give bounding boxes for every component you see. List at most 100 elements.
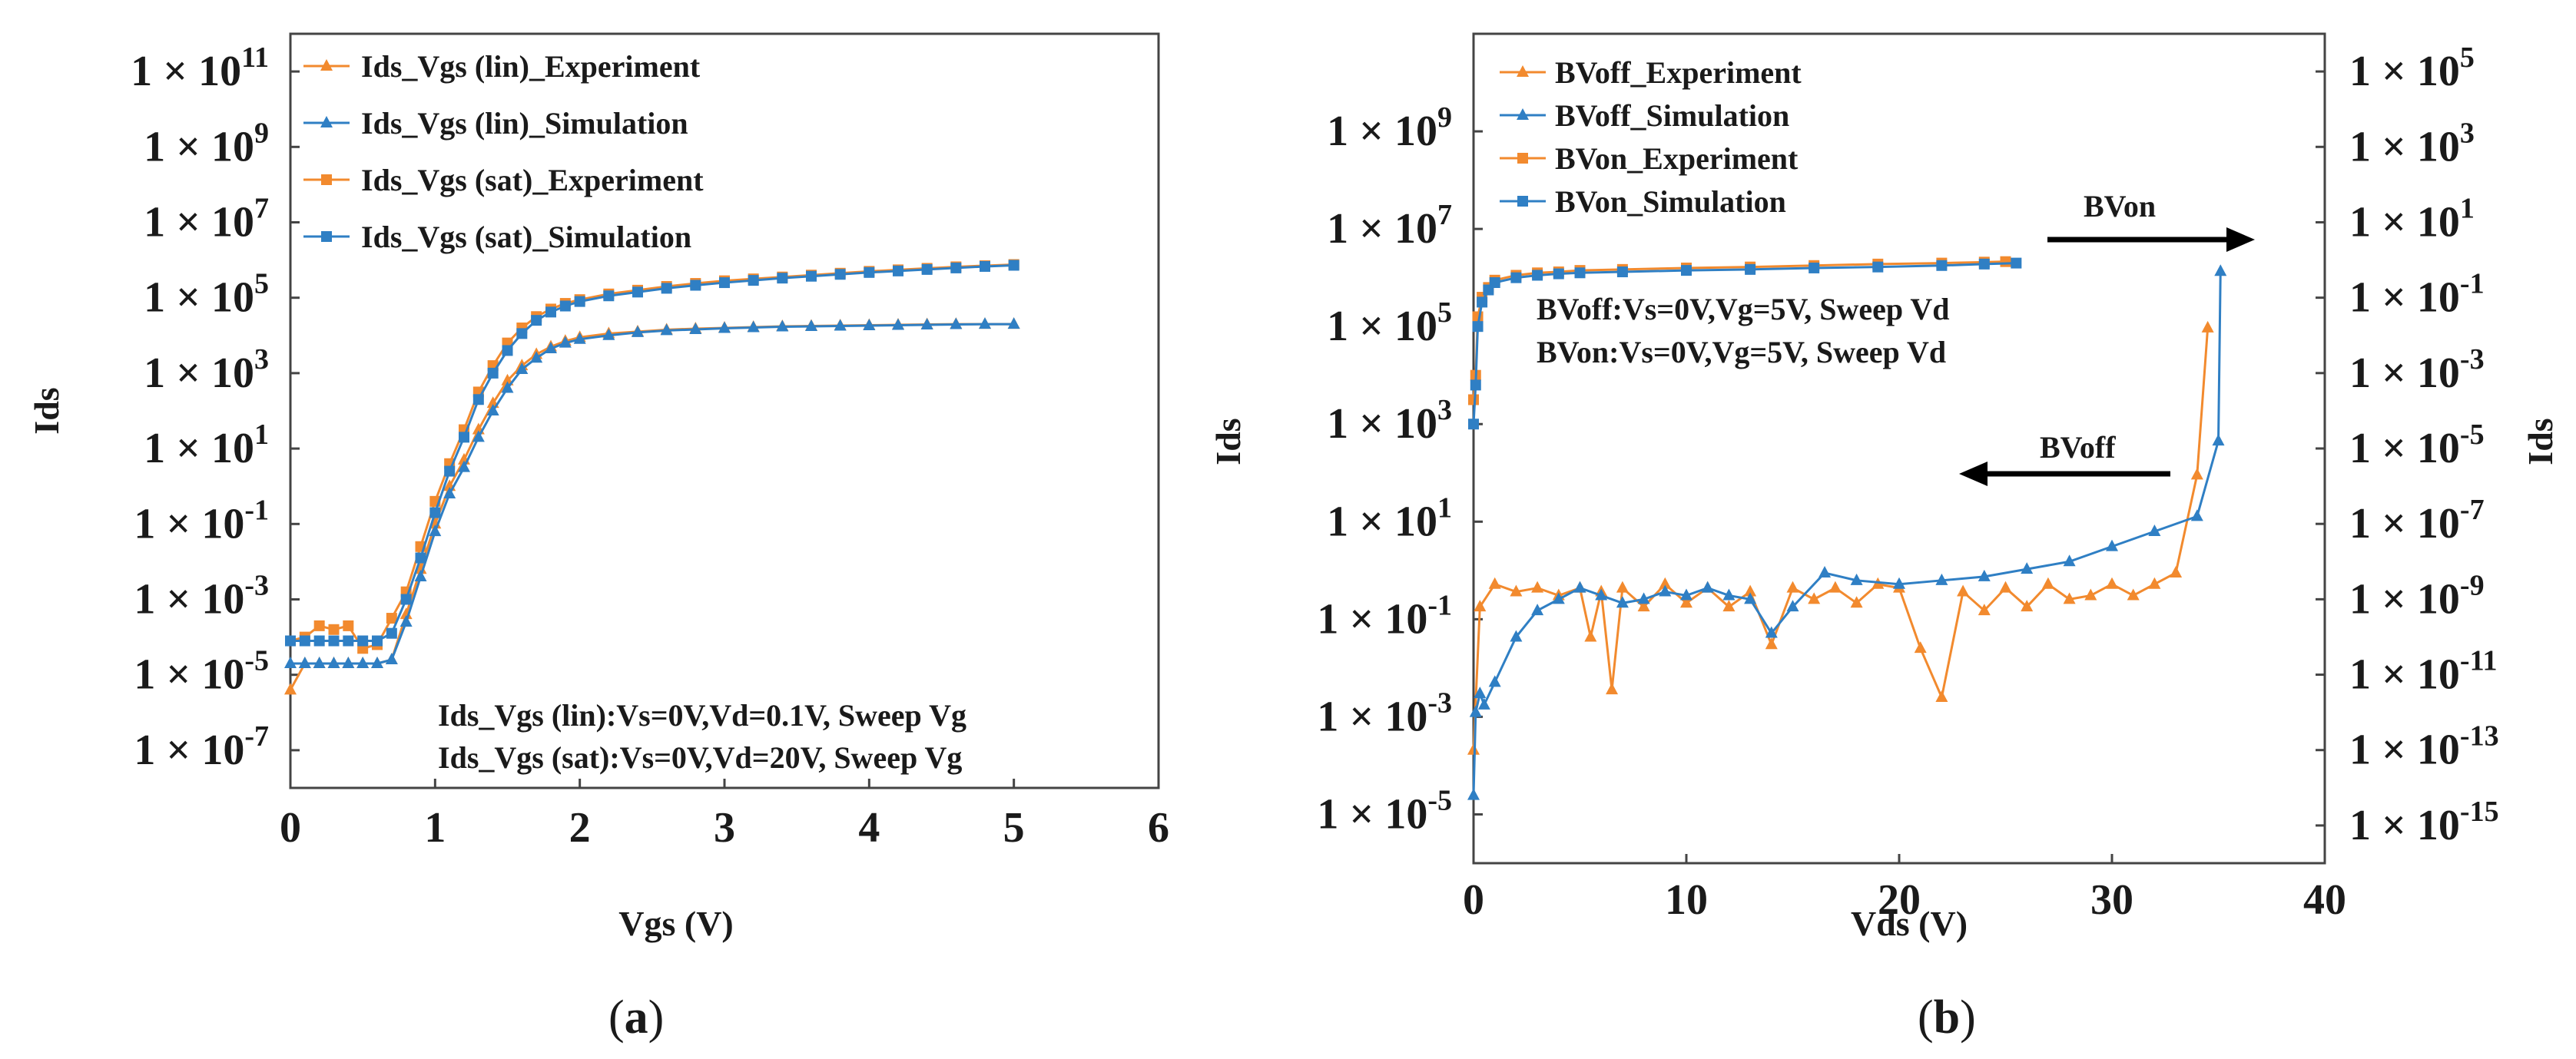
panel-b-data-point [2170,566,2183,577]
panel-a-y-tick-label: 1 × 10-5 [134,645,269,699]
panel-a-data-point [893,265,903,276]
panel-b-data-point [1850,573,1863,585]
panel-a-legend-label-2: Ids_Vgs (lin)_Simulation [361,106,688,141]
panel-a-legend-swatch-4-marker [321,231,332,242]
bvon-arrow-label: BVon [2084,189,2156,223]
panel-b-legend-swatch-4-marker [1517,196,1528,207]
panel-a-ticks: 0 1 2 3 4 5 6 1 × 1011 1 × 109 1 × 107 1 × 105 1 × … [131,41,1169,852]
panel-a-data-point [385,653,398,665]
panel-b-data-point [1470,379,1481,391]
panel-a-data-point [559,336,572,348]
panel-b-y-tick-label: 1 × 103 [1327,394,1452,448]
panel-a-y-tick-label: 1 × 103 [144,343,269,397]
panel-a-data-point [386,613,397,624]
panel-b-data-point [1935,573,1948,585]
panel-b-y2-tick-label: 1 × 10-5 [2349,419,2485,472]
panel-b-annotation-2: BVon:Vs=0V,Vg=5V, Sweep Vd [1537,335,1946,369]
panel-a-data-point [689,322,702,334]
panel-b-legend: BVoff_Experiment BVoff_Simulation BVon_Exp… [1500,55,1802,219]
panel-a-data-point [343,635,354,647]
panel-a-legend-swatch-2-marker [320,116,333,127]
panel-a-legend-label-1: Ids_Vgs (lin)_Experiment [361,49,701,84]
panel-b-legend-label-4: BVon_Simulation [1555,184,1786,219]
panel-b-data-point [1722,588,1736,601]
panel-a-data-point [545,306,556,318]
panel-b-data-point [1584,630,1597,642]
panel-b-data-point [2011,257,2022,269]
panel-a-data-point [327,656,340,668]
panel-a-data-point [806,270,817,282]
panel-b-data-point [2190,468,2203,480]
panel-a-data-point [516,362,529,374]
panel-b-data-point [2063,592,2076,604]
panel-b-y2-tick-label: 1 × 101 [2349,192,2475,246]
panel-a-data-point [372,635,383,647]
panel-b-data-point [1999,581,2012,593]
panel-a-data-point [719,277,730,289]
panel-a-annotation-2: Ids_Vgs (sat):Vs=0V,Vd=20V, Sweep Vg [438,740,962,775]
panel-b-x-tick-label: 10 [1665,876,1708,924]
panel-a-data-point [299,635,310,647]
panel-b-data-point [1573,581,1586,593]
panel-b-data-point [1552,592,1565,604]
panel-a-data-point [400,594,412,605]
panel-a-data-point [313,656,326,668]
panel-a-data-point [573,332,586,344]
panel-a-data-point [343,620,354,631]
panel-b-data-point [1744,592,1757,604]
panel-b-data-point [1936,260,1948,271]
panel-b-data-point [1472,321,1484,333]
panel-b-data-point [1616,596,1629,608]
panel-b-data-point [1850,596,1863,608]
panel-a-data-point [414,562,427,574]
panel-b-legend-label-3: BVon_Experiment [1555,141,1799,176]
panel-a-x-axis-label: Vgs (V) [618,904,733,943]
panel-b-y2-axis-label: Ids [2521,418,2560,465]
panel-b-legend-label-1: BVoff_Experiment [1555,55,1802,90]
panel-a: 0 1 2 3 4 5 6 1 × 1011 1 × 109 1 × 107 1 × 105 1 × … [27,32,1169,1044]
panel-b-data-point [1468,419,1479,430]
panel-a-data-point [545,341,557,353]
panel-b-data-point [2214,264,2227,276]
panel-a-data-point [399,607,413,620]
panel-a-x-tick-label: 0 [280,804,301,852]
panel-b-data-point [2212,434,2225,446]
panel-b-data-point [2127,588,2140,601]
panel-b-data-point [2148,577,2161,589]
panel-a-data-point [864,266,875,278]
panel-a-data-point [777,273,788,284]
panel-b-series-line-1 [1472,327,2210,750]
panel-b-legend-swatch-3-marker [1517,153,1528,164]
panel-a-data-point [328,635,340,647]
panel-a-data-point [487,367,499,379]
panel-b-data-point [1474,687,1487,699]
panel-b-data-point [1467,788,1480,800]
panel-a-data-point [921,263,933,275]
panel-a-y-tick-label: 1 × 10-7 [134,720,269,774]
panel-b-data-point [1574,267,1586,279]
panel-a-data-point [472,394,484,405]
panel-b-data-point [1786,581,1799,593]
panel-b-data-point [1467,743,1480,755]
panel-a-data-point [298,656,311,668]
panel-a-data-point [516,328,528,339]
panel-b-data-point [1474,600,1487,612]
panel-a-legend-swatch-3-marker [321,174,332,185]
panel-b-data-point [2148,525,2161,536]
panel-a-y-tick-label: 1 × 1011 [131,41,269,95]
panel-a-data-point [660,323,673,336]
panel-b-data-point [1553,268,1564,280]
panel-b-data-point [1808,592,1821,604]
panel-a-data-point [429,525,442,537]
panel-b-y2-tick-label: 1 × 103 [2349,117,2475,170]
panel-b-data-point [1818,566,1832,577]
panel-b-data-point [1893,577,1905,589]
panel-a-data-point [920,318,933,330]
panel-b-legend-swatch-2-marker [1517,108,1529,120]
panel-a-x-tick-label: 4 [858,804,880,852]
panel-b-y2-tick-label: 1 × 10-3 [2349,343,2485,397]
panel-b-data-point [1978,569,1991,581]
panel-b-data-point [1477,296,1488,308]
panel-a-annotation-1: Ids_Vgs (lin):Vs=0V,Vd=0.1V, Sweep Vg [438,698,966,733]
